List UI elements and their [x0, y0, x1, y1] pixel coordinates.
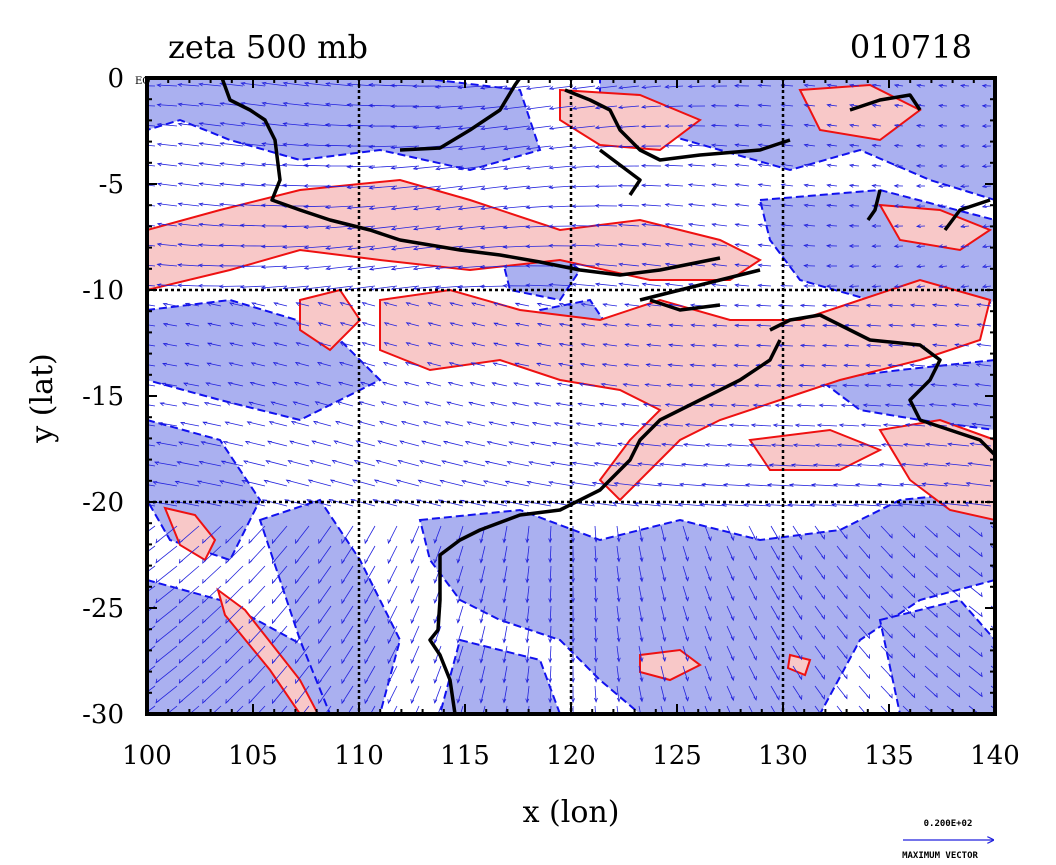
- y-tick-label: -20: [82, 488, 124, 518]
- positive-vorticity-fill: [147, 83, 995, 714]
- title-left: zeta 500 mb: [168, 28, 368, 66]
- x-tick-label: 100: [122, 741, 172, 771]
- y-tick-label: -5: [99, 170, 124, 200]
- x-tick-label: 115: [440, 741, 490, 771]
- x-tick-label: 125: [652, 741, 702, 771]
- y-tick-label: -30: [82, 700, 124, 730]
- x-tick-label: 130: [758, 741, 808, 771]
- x-tick-label: 135: [864, 741, 914, 771]
- legend-value: 0.200E+02: [924, 819, 973, 829]
- legend-caption: MAXIMUM VECTOR: [902, 851, 978, 861]
- y-tick-label: 0: [107, 64, 124, 94]
- y-axis-label: y (lat): [25, 353, 60, 443]
- y-tick-label: -15: [82, 382, 124, 412]
- y-tick-label: -10: [82, 276, 124, 306]
- map-area: [147, 78, 995, 714]
- x-tick-label: 105: [228, 741, 278, 771]
- y-tick-label: -25: [82, 594, 124, 624]
- grid-lines: [147, 78, 995, 714]
- vector-legend: 0.200E+02 MAXIMUM VECTOR: [902, 819, 993, 861]
- x-tick-label: 120: [546, 741, 596, 771]
- x-tick-label: 110: [334, 741, 384, 771]
- x-axis-label: x (lon): [523, 795, 620, 830]
- y-axis-ticks: 0 -5 -10 -15 -20 -25 -30: [82, 64, 124, 730]
- frame-tick-marks: [146, 77, 996, 715]
- title-right: 010718: [850, 28, 972, 66]
- x-tick-label: 140: [970, 741, 1020, 771]
- x-axis-ticks: 100 105 110 115 120 125 130 135 140: [122, 741, 1020, 771]
- equator-tag: EQ: [135, 76, 151, 87]
